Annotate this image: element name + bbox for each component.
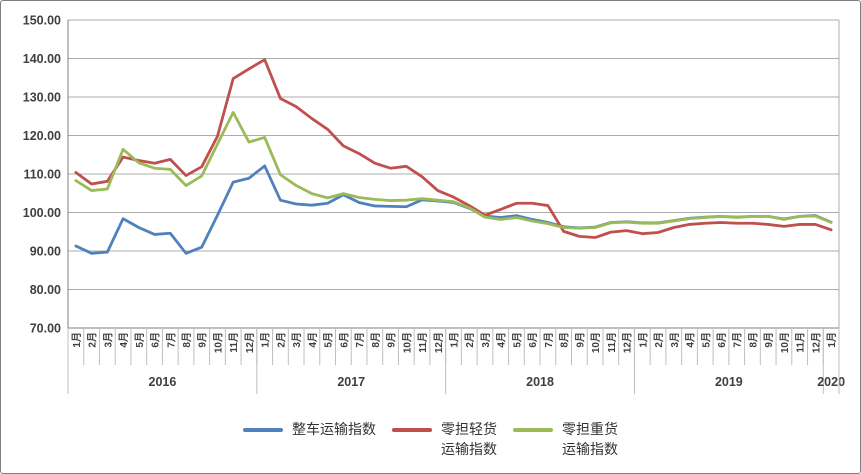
legend-label-ftl-line1: 整车运输指数 — [292, 421, 376, 437]
line-ltl-light-index — [74, 58, 833, 239]
x-tick-label: 8月 — [370, 332, 382, 348]
x-year-label: 2018 — [526, 375, 554, 389]
legend-item-ltl-light: 零担轻货 运输指数 — [392, 415, 497, 459]
x-tick-label: 7月 — [732, 332, 744, 348]
x-tick-label: 9月 — [574, 332, 586, 348]
x-tick-label: 11月 — [606, 332, 618, 353]
y-tick-label: 140.00 — [23, 52, 61, 66]
legend-item-ltl-heavy: 零担重货 运输指数 — [513, 415, 618, 459]
x-tick-label: 4月 — [496, 332, 508, 348]
x-year-label: 2019 — [715, 375, 743, 389]
x-tick-label: 2月 — [653, 332, 665, 348]
legend-label-ltl-heavy-line2: 运输指数 — [562, 441, 618, 457]
x-tick-label: 7月 — [543, 332, 555, 348]
x-tick-label: 6月 — [150, 332, 162, 348]
line-ftl-index — [74, 164, 833, 255]
x-tick-label: 4月 — [685, 332, 697, 348]
x-tick-label: 6月 — [716, 332, 728, 348]
y-tick-label: 70.00 — [30, 322, 61, 336]
x-tick-label: 12月 — [810, 332, 822, 353]
x-tick-label: 10月 — [590, 332, 602, 353]
x-tick-label: 5月 — [134, 332, 146, 348]
legend-label-ltl-heavy-line1: 零担重货 — [562, 421, 618, 437]
x-tick-label: 1月 — [826, 332, 838, 348]
legend-label-ltl-light: 零担轻货 运输指数 — [441, 419, 497, 459]
x-tick-label: 11月 — [795, 332, 807, 353]
x-tick-label: 10月 — [212, 332, 224, 353]
x-tick-label: 9月 — [386, 332, 398, 348]
x-tick-label: 12月 — [244, 332, 256, 353]
x-tick-label: 3月 — [291, 332, 303, 348]
legend-swatch-ltl-light — [392, 428, 432, 432]
legend-swatch-ltl-heavy — [513, 428, 553, 432]
x-tick-label: 9月 — [763, 332, 775, 348]
x-year-label: 2016 — [149, 375, 177, 389]
legend-label-ltl-light-line2: 运输指数 — [441, 441, 497, 457]
y-tick-label: 110.00 — [23, 168, 61, 182]
y-tick-label: 90.00 — [30, 245, 61, 259]
x-tick-label: 2月 — [464, 332, 476, 348]
x-tick-label: 11月 — [228, 332, 240, 353]
x-tick-label: 11月 — [417, 332, 429, 353]
x-year-label: 2020 — [817, 375, 845, 389]
x-tick-label: 3月 — [480, 332, 492, 348]
x-tick-label: 2月 — [87, 332, 99, 348]
legend-label-ltl-heavy: 零担重货 运输指数 — [562, 419, 618, 459]
x-tick-label: 7月 — [354, 332, 366, 348]
x-tick-label: 2月 — [275, 332, 287, 348]
x-tick-label: 12月 — [433, 332, 445, 353]
legend-label-ltl-light-line1: 零担轻货 — [441, 421, 497, 437]
y-tick-label: 130.00 — [23, 91, 61, 105]
x-tick-label: 6月 — [527, 332, 539, 348]
x-tick-label: 8月 — [559, 332, 571, 348]
legend-label-ftl: 整车运输指数 — [292, 419, 376, 439]
x-tick-label: 5月 — [700, 332, 712, 348]
x-tick-label: 10月 — [401, 332, 413, 353]
x-tick-label: 4月 — [307, 332, 319, 348]
x-tick-label: 5月 — [511, 332, 523, 348]
x-tick-label: 3月 — [669, 332, 681, 348]
legend-swatch-ftl — [243, 428, 283, 432]
x-tick-label: 8月 — [181, 332, 193, 348]
legend: 整车运输指数 零担轻货运输指数 零担重货运输指数 — [1, 415, 860, 459]
line-ltl-heavy-index — [74, 111, 833, 230]
x-tick-label: 6月 — [338, 332, 350, 348]
x-tick-label: 1月 — [637, 332, 649, 348]
x-tick-label: 1月 — [449, 332, 461, 348]
x-tick-label: 12月 — [622, 332, 634, 353]
x-tick-label: 1月 — [260, 332, 272, 348]
x-tick-label: 3月 — [102, 332, 114, 348]
x-tick-label: 10月 — [779, 332, 791, 353]
x-tick-label: 7月 — [165, 332, 177, 348]
x-tick-label: 9月 — [197, 332, 209, 348]
x-tick-label: 8月 — [747, 332, 759, 348]
x-tick-label: 4月 — [118, 332, 130, 348]
y-tick-label: 150.00 — [23, 14, 61, 28]
x-tick-label: 5月 — [323, 332, 335, 348]
y-tick-label: 120.00 — [23, 129, 61, 143]
x-tick-label: 1月 — [71, 332, 83, 348]
y-tick-label: 100.00 — [23, 206, 61, 220]
x-year-label: 2017 — [337, 375, 365, 389]
legend-item-ftl: 整车运输指数 — [243, 415, 376, 459]
y-tick-label: 80.00 — [30, 283, 61, 297]
